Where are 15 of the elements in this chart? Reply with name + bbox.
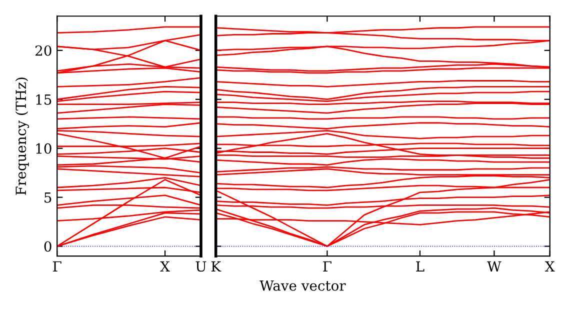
x-tick-label: K — [211, 261, 222, 272]
x-axis-title: Wave vector — [260, 280, 346, 291]
y-tick-label: 20 — [36, 45, 52, 56]
x-tick-label: Γ — [323, 261, 332, 272]
y-tick-label: 10 — [36, 143, 52, 154]
y-axis-title: Frequency (THz) — [15, 78, 30, 195]
x-tick-label: U — [196, 261, 206, 272]
x-tick-label: Γ — [53, 261, 62, 272]
y-tick-label: 5 — [44, 192, 52, 203]
x-tick-label: X — [545, 261, 555, 272]
x-tick-label: X — [160, 261, 170, 272]
y-tick-label: 15 — [36, 94, 52, 105]
x-tick-label: W — [487, 261, 502, 272]
y-tick-label: 0 — [44, 241, 52, 252]
x-tick-label: L — [416, 261, 424, 272]
